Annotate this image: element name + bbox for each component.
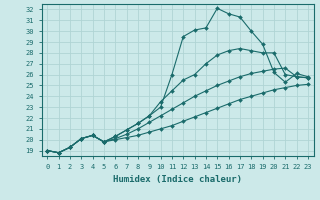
- X-axis label: Humidex (Indice chaleur): Humidex (Indice chaleur): [113, 175, 242, 184]
